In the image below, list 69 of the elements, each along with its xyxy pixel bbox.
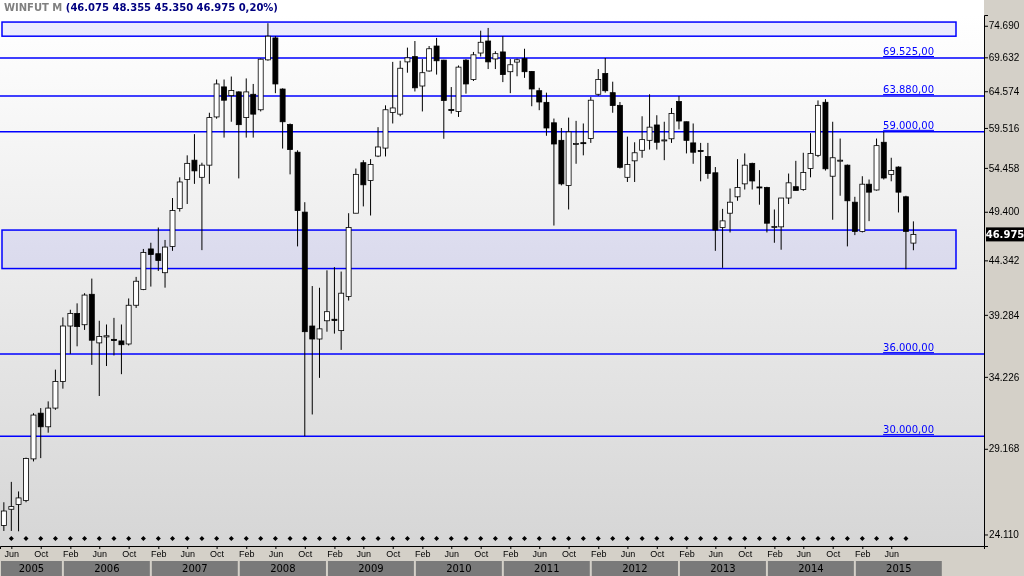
ref-line-label: 59.000,00 <box>883 119 934 131</box>
x-tick-label: Jun <box>4 548 20 559</box>
x-tick-label: Feb <box>679 548 695 559</box>
x-tick-label: Jun <box>180 548 195 559</box>
y-tick-label: 49.400 <box>988 206 1020 218</box>
x-tick-label: Jun <box>796 548 812 559</box>
x-tick-label: Jun <box>92 548 108 559</box>
x-tick-label: Oct <box>562 548 577 559</box>
x-tick-label: Oct <box>34 548 49 559</box>
text: 2015 <box>886 563 912 574</box>
x-tick-label: Jun <box>356 548 372 559</box>
candlestick <box>0 501 7 532</box>
candlestick <box>697 142 704 182</box>
y-tick-label: 24.110 <box>989 529 1020 541</box>
chart-title: WINFUT M <box>4 2 66 13</box>
x-tick-label: Feb <box>327 548 343 559</box>
candlestick <box>690 122 697 165</box>
x-tick-label: Oct <box>826 548 841 559</box>
x-tick-label: Feb <box>855 548 871 559</box>
y-tick-label: 64.574 <box>988 85 1020 97</box>
y-tick-label: 39.284 <box>988 309 1020 321</box>
x-tick-label: Oct <box>210 548 225 559</box>
y-tick-label: 34.226 <box>988 371 1020 383</box>
x-tick-label: Feb <box>238 548 255 559</box>
x-tick-label: Oct <box>650 548 665 559</box>
x-tick-label: Jun <box>444 548 460 559</box>
chart-subtitle: (46.075 48.355 45.350 46.975 0,20%) <box>65 2 278 13</box>
text: 2005 <box>18 563 45 574</box>
x-tick-label: Oct <box>298 548 313 559</box>
y-tick-label: 59.516 <box>988 122 1020 134</box>
x-tick-label: Feb <box>767 548 783 559</box>
x-tick-label: Jun <box>884 548 899 559</box>
text: 2008 <box>270 563 296 574</box>
ref-line-label: 30.000,00 <box>883 424 934 436</box>
text: 2011 <box>534 563 560 574</box>
y-tick-label: 44.342 <box>988 255 1020 267</box>
y-tick-label: 69.632 <box>988 52 1020 64</box>
text: 2012 <box>622 563 648 574</box>
x-tick-label: Oct <box>474 548 489 559</box>
candlestick <box>734 158 741 202</box>
annotation: 46.975 <box>985 229 1024 241</box>
text: 2013 <box>710 563 736 574</box>
x-tick-label: Jun <box>708 548 724 559</box>
candlestick <box>727 188 733 233</box>
x-tick-label: Oct <box>122 548 137 559</box>
x-tick-label: Jun <box>532 548 547 559</box>
ref-line-label: 36.000,00 <box>883 342 934 354</box>
ref-line-label: 63.880,00 <box>883 84 934 96</box>
text: 2006 <box>94 563 120 574</box>
text: 2009 <box>358 563 384 574</box>
text: 2014 <box>798 563 824 574</box>
text: 2010 <box>446 563 472 574</box>
x-tick-label: Feb <box>415 548 431 559</box>
x-tick-label: Feb <box>591 548 607 559</box>
x-tick-label: Feb <box>63 548 79 559</box>
x-tick-label: Oct <box>386 548 401 559</box>
candlestick <box>910 220 917 251</box>
x-tick-label: Feb <box>503 548 519 559</box>
x-tick-label: Jun <box>620 548 636 559</box>
y-tick-label: 29.168 <box>988 443 1020 455</box>
x-tick-label: Feb <box>151 548 167 559</box>
candlestick <box>8 481 15 532</box>
x-tick-label: Oct <box>738 548 753 559</box>
y-tick-label: 54.458 <box>988 162 1020 174</box>
y-tick-label: 74.690 <box>988 20 1020 32</box>
text: 2007 <box>182 563 208 574</box>
x-tick-label: Jun <box>268 548 284 559</box>
ref-line-label: 69.525,00 <box>883 46 934 58</box>
candlestick <box>631 141 638 183</box>
